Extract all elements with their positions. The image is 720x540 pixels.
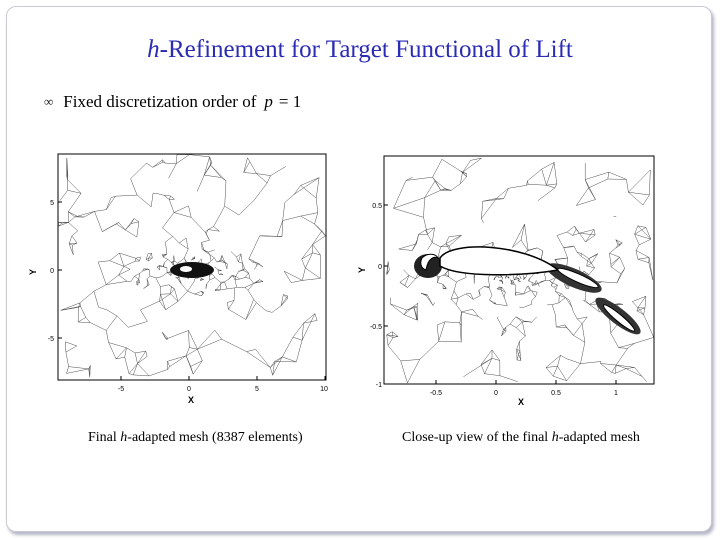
right-ytick-label: 0 [378,264,382,271]
left-airfoil-body [180,266,192,272]
right-xtick-label: 0.5 [551,390,561,397]
bullet-text: Fixed discretization order of [63,92,257,111]
left-xtick-label: 0 [187,386,191,393]
left-tick-marks [58,201,326,380]
bullet-point: ∞ Fixed discretization order of p = 1 [44,92,301,112]
left-xtick-label: 5 [255,386,259,393]
right-yaxis-label: Y [357,267,367,273]
title-text: -Refinement for Target Functional of Lif… [159,36,573,63]
left-ytick-label: -5 [48,336,54,343]
right-xaxis-label: X [518,397,524,407]
right-figure-caption: Close-up view of the final h-adapted mes… [402,430,640,445]
slide-frame [6,6,712,532]
left-ytick-label: 5 [50,200,54,207]
left-xtick-label: 10 [320,386,328,393]
right-slat [420,253,440,271]
right-plot-frame [383,155,655,385]
left-xtick-label: -5 [118,386,124,393]
bullet-variable-p: p [264,92,273,111]
right-flap-2 [603,304,635,332]
right-tick-marks [384,204,617,385]
right-mesh-figure: -0.5 0 0.5 1 0.5 0 -0.5 -1 X Y [357,155,655,407]
left-yaxis-label: Y [28,269,38,275]
left-mesh-figure: -5 0 5 10 5 0 -5 X Y [28,153,328,405]
loop-bullet-icon: ∞ [44,94,54,109]
bullet-value: = 1 [278,92,302,111]
right-xtick-label: -0.5 [430,390,442,397]
right-main-airfoil [439,246,560,276]
right-xtick-label: 0 [494,390,498,397]
right-ytick-label: -1 [376,382,382,389]
left-airfoil-cluster [170,262,214,278]
left-ytick-label: 0 [50,268,54,275]
right-flap-1 [557,267,599,289]
right-ytick-label: -0.5 [370,324,382,331]
left-mesh-lines [58,154,326,378]
right-ytick-label: 0.5 [372,203,382,210]
left-plot-frame [57,153,327,381]
right-xtick-label: 1 [614,390,618,397]
title-italic-h: h [147,36,160,63]
left-figure-caption: Final h-adapted mesh (8387 elements) [88,430,303,445]
slide-title: h-Refinement for Target Functional of Li… [0,36,720,64]
left-xaxis-label: X [188,395,194,405]
